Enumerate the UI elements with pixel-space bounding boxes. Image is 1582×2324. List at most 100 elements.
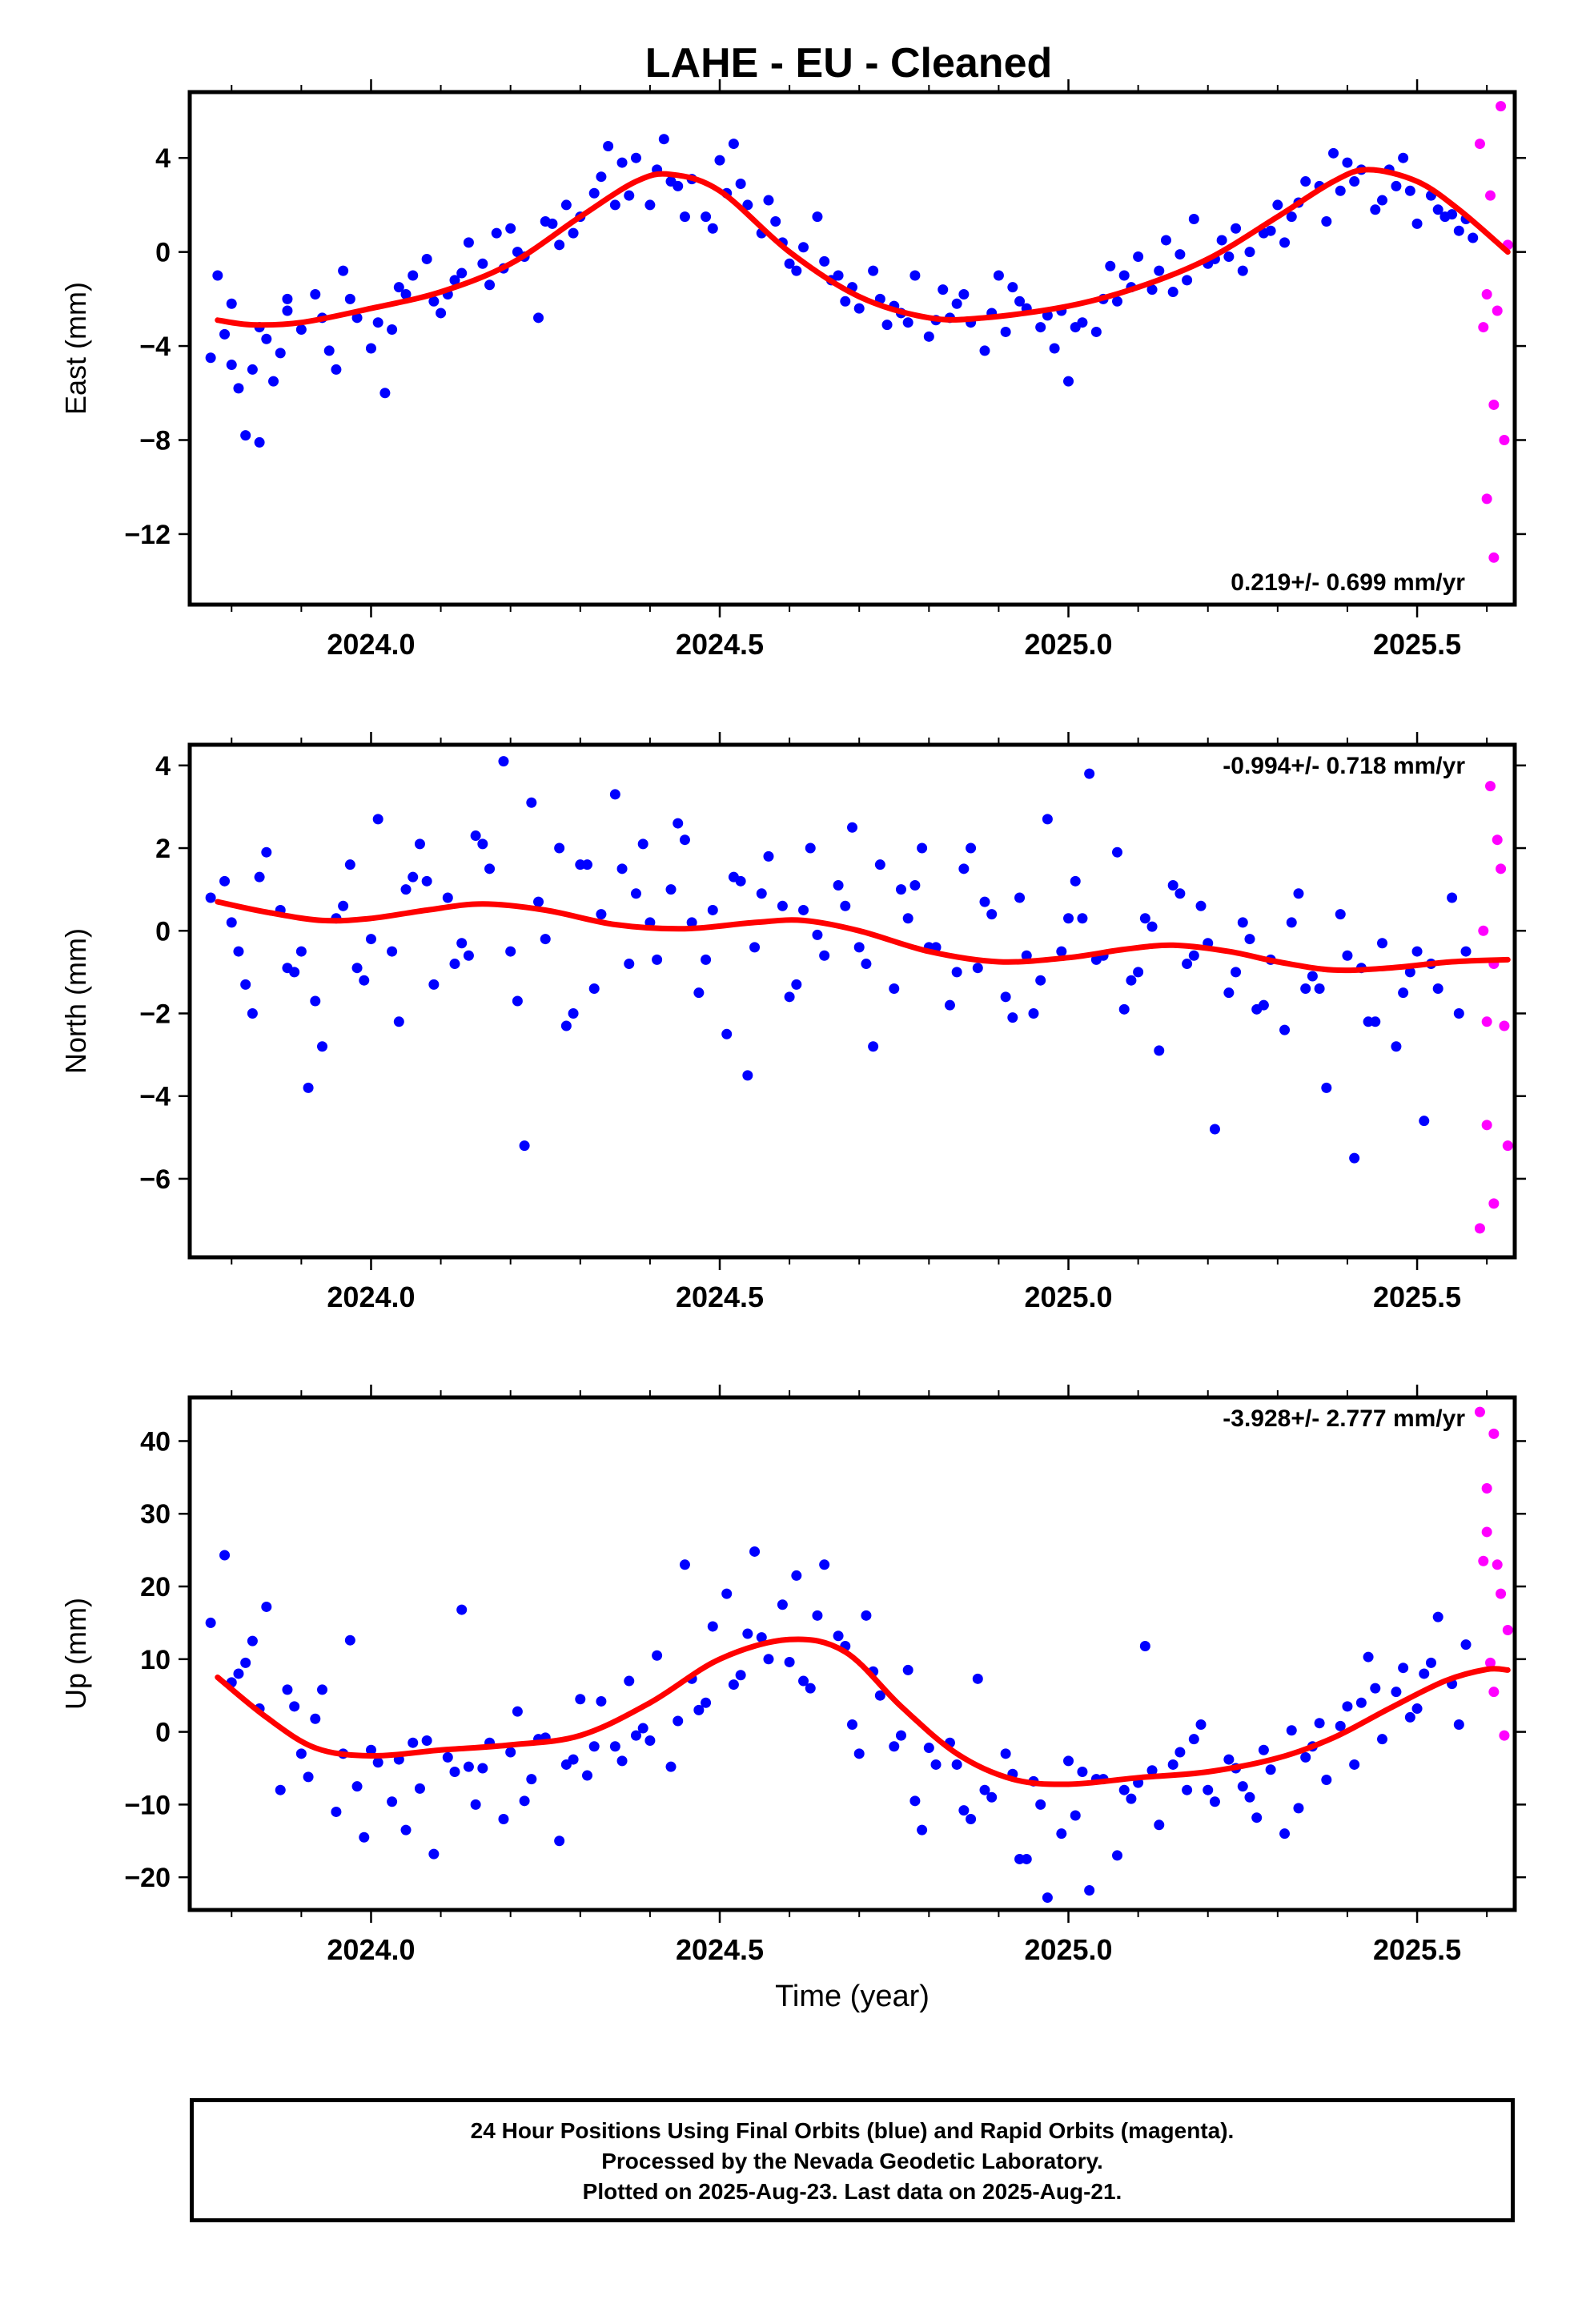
up-final-point: [1363, 1651, 1374, 1663]
up-final-point: [470, 1799, 481, 1810]
east-final-point: [268, 376, 279, 387]
north-final-point: [596, 909, 607, 920]
up-final-point: [644, 1735, 656, 1746]
north-y-tick-label: 0: [155, 916, 171, 947]
east-final-point: [596, 171, 607, 183]
up-x-tick-label: 2025.5: [1373, 1933, 1461, 1966]
up-final-point: [372, 1757, 383, 1768]
up-rapid-point: [1485, 1657, 1496, 1668]
east-final-point: [1237, 265, 1248, 276]
north-final-point: [665, 884, 677, 895]
north-final-point: [317, 1041, 327, 1052]
east-final-point: [1265, 225, 1276, 236]
east-final-point: [658, 134, 669, 145]
north-rapid-point: [1474, 1223, 1485, 1234]
east-final-point: [247, 364, 258, 375]
east-final-point: [408, 270, 419, 281]
up-final-point: [847, 1719, 857, 1731]
up-final-point: [387, 1796, 398, 1807]
up-final-point: [819, 1559, 830, 1570]
up-final-point: [1411, 1703, 1423, 1715]
north-final-point: [853, 942, 865, 953]
up-final-point: [1370, 1683, 1381, 1694]
up-rapid-point: [1481, 1482, 1492, 1494]
north-final-point: [624, 959, 635, 970]
up-final-point: [1021, 1853, 1032, 1864]
up-final-point: [1279, 1828, 1291, 1839]
up-final-point: [414, 1783, 425, 1794]
up-final-point: [295, 1748, 307, 1759]
east-final-point: [1063, 376, 1074, 387]
up-final-point: [701, 1697, 712, 1708]
east-final-point: [344, 293, 355, 304]
north-final-point: [889, 983, 900, 995]
north-final-point: [847, 822, 857, 833]
east-final-point: [331, 364, 342, 375]
chart-title: LAHE - EU - Cleaned: [645, 40, 1053, 86]
up-final-point: [805, 1683, 816, 1694]
east-final-point: [560, 199, 572, 211]
up-final-point: [791, 1570, 802, 1581]
up-final-point: [930, 1759, 942, 1770]
north-final-point: [1293, 888, 1304, 899]
north-rapid-point: [1481, 1016, 1492, 1027]
north-final-point: [526, 797, 537, 808]
north-final-point: [372, 814, 383, 825]
up-final-point: [1342, 1701, 1353, 1712]
north-y-axis-label: North (mm): [59, 928, 92, 1074]
east-final-point: [463, 237, 474, 248]
up-final-point: [1118, 1784, 1130, 1795]
north-final-point: [1174, 888, 1186, 899]
up-y-axis-label: Up (mm): [59, 1598, 92, 1710]
east-final-point: [951, 298, 962, 309]
north-final-point: [1321, 1082, 1332, 1093]
east-final-point: [387, 324, 398, 336]
east-final-point: [603, 141, 614, 152]
up-final-point: [247, 1635, 258, 1647]
up-final-point: [777, 1599, 788, 1610]
east-final-point: [833, 270, 844, 281]
north-final-point: [449, 959, 460, 970]
north-x-tick-label: 2025.0: [1024, 1281, 1112, 1313]
up-final-point: [526, 1774, 537, 1785]
up-final-point: [512, 1706, 523, 1717]
east-final-point: [1377, 195, 1387, 206]
up-rapid-point: [1478, 1555, 1489, 1566]
up-final-point: [1355, 1697, 1367, 1708]
up-final-point: [707, 1621, 718, 1632]
up-final-point: [365, 1744, 376, 1755]
north-final-point: [1154, 1045, 1165, 1056]
up-final-point: [909, 1795, 921, 1807]
east-final-point: [812, 211, 823, 223]
north-rapid-point: [1481, 1120, 1492, 1131]
up-final-point: [1042, 1892, 1053, 1904]
north-rapid-point: [1496, 863, 1507, 875]
east-final-point: [707, 223, 718, 234]
north-rapid-point: [1485, 781, 1496, 792]
east-final-point: [1342, 157, 1353, 168]
up-final-point: [1286, 1725, 1297, 1736]
east-final-point: [261, 333, 272, 344]
east-final-point: [254, 436, 265, 448]
north-final-point: [979, 896, 990, 907]
east-final-point: [979, 345, 990, 356]
north-final-point: [338, 900, 349, 911]
up-final-point: [1321, 1775, 1332, 1786]
east-final-point: [477, 258, 488, 269]
north-final-point: [777, 900, 788, 911]
east-final-point: [1223, 251, 1235, 263]
up-rapid-point: [1488, 1687, 1500, 1698]
north-final-point: [1063, 913, 1074, 924]
north-model-curve: [215, 899, 1511, 974]
north-final-point: [1035, 975, 1046, 986]
east-final-point: [393, 282, 404, 293]
north-final-point: [868, 1041, 879, 1052]
up-final-point: [1377, 1734, 1387, 1745]
up-final-point: [575, 1694, 586, 1705]
east-final-point: [295, 324, 307, 336]
east-final-point: [958, 288, 970, 300]
east-final-point: [868, 265, 879, 276]
north-final-point: [1021, 950, 1032, 961]
north-rapid-point: [1488, 1198, 1500, 1209]
up-final-point: [421, 1735, 432, 1746]
